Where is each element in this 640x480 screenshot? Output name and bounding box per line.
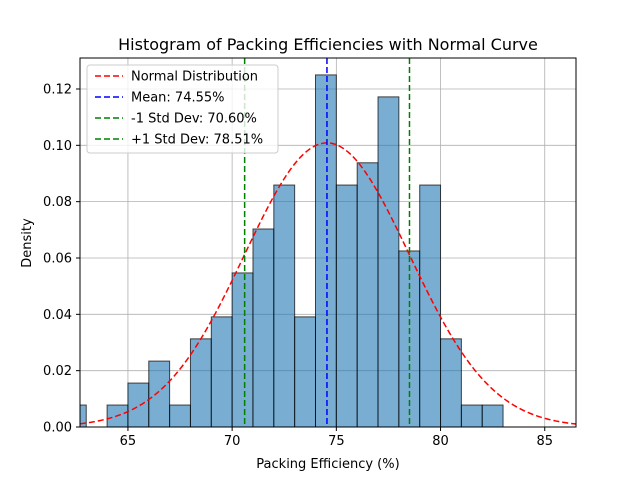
- histogram-bar: [356, 162, 379, 428]
- x-axis-ticks: 65 70 75 80 85: [120, 427, 553, 449]
- histogram-bar: [294, 316, 316, 428]
- histogram-bars: [79, 74, 504, 428]
- histogram-bar: [127, 382, 150, 428]
- histogram-bar: [460, 404, 483, 428]
- histogram-bar: [440, 338, 462, 428]
- histogram-bar: [377, 96, 400, 428]
- y-axis-label: Density: [20, 218, 35, 268]
- normal-curve: [79, 142, 577, 425]
- x-tick-label: 85: [536, 434, 553, 449]
- legend-box: [86, 64, 279, 154]
- histogram-bar: [273, 184, 296, 428]
- histogram-bar: [148, 360, 171, 428]
- y-axis-ticks: 0.00 0.02 0.04 0.06 0.08 0.10 0.12: [43, 82, 80, 436]
- histogram-bar: [481, 404, 504, 428]
- histogram-bar: [231, 272, 254, 428]
- legend-label: -1 Std Dev: 70.60%: [131, 112, 257, 127]
- legend-label: Normal Distribution: [131, 70, 258, 85]
- histogram-bar: [189, 338, 212, 428]
- histogram-bar: [252, 228, 275, 428]
- histogram-bar: [169, 404, 191, 428]
- y-tick-label: 0.02: [43, 364, 72, 379]
- x-tick-label: 80: [432, 434, 449, 449]
- chart-title: Histogram of Packing Efficiencies with N…: [118, 35, 538, 54]
- y-tick-label: 0.06: [43, 251, 72, 266]
- y-tick-label: 0.08: [43, 195, 72, 210]
- y-tick-label: 0.12: [43, 82, 72, 97]
- legend: Normal Distribution Mean: 74.55% -1 Std De…: [86, 64, 279, 154]
- histogram-bar: [335, 184, 358, 428]
- x-tick-label: 70: [224, 434, 241, 449]
- y-tick-label: 0.00: [43, 421, 72, 436]
- normal-curve-layer: [79, 142, 577, 425]
- y-tick-label: 0.04: [43, 308, 72, 323]
- legend-label: Mean: 74.55%: [131, 91, 225, 106]
- reference-lines: [243, 58, 411, 427]
- y-tick-label: 0.10: [43, 139, 72, 154]
- x-tick-label: 65: [120, 434, 137, 449]
- legend-label: +1 Std Dev: 78.51%: [131, 133, 263, 148]
- plot-frame: [79, 57, 577, 428]
- histogram-bar: [314, 74, 337, 428]
- histogram-bar: [210, 316, 233, 428]
- histogram-bar: [419, 184, 442, 428]
- x-axis-label: Packing Efficiency (%): [256, 457, 399, 472]
- x-tick-label: 75: [328, 434, 345, 449]
